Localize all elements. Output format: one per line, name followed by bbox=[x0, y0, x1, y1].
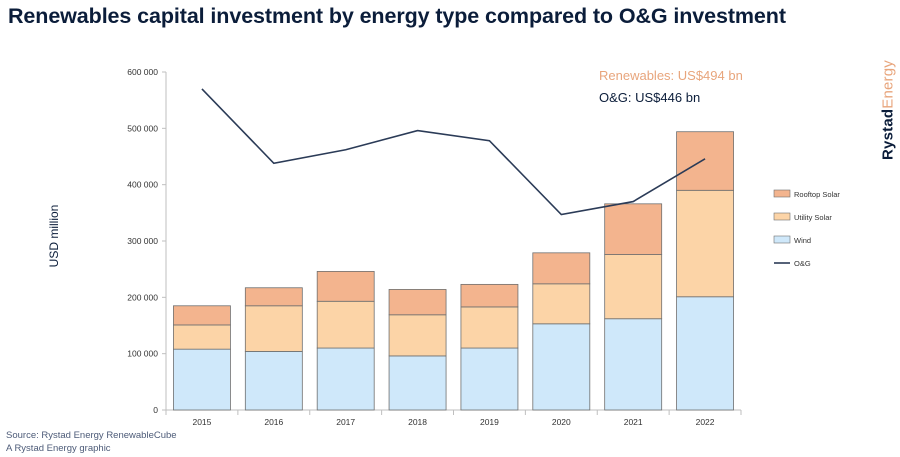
source-line-2: A Rystad Energy graphic bbox=[6, 442, 111, 454]
bar-rooftop-solar bbox=[532, 252, 591, 285]
y-tick-label: 600 000 bbox=[127, 67, 158, 77]
y-tick-label: 200 000 bbox=[127, 292, 158, 302]
y-tick-label: 400 000 bbox=[127, 180, 158, 190]
bar-wind bbox=[676, 296, 734, 411]
og-line bbox=[201, 88, 706, 216]
bar-rooftop-solar bbox=[388, 289, 447, 316]
x-tick-label: 2021 bbox=[624, 417, 643, 427]
x-tick-label: 2016 bbox=[264, 417, 283, 427]
x-tick-label: 2018 bbox=[408, 417, 427, 427]
bar-wind bbox=[388, 355, 447, 411]
chart-title: Renewables capital investment by energy … bbox=[8, 4, 786, 28]
bar-utility-solar bbox=[244, 305, 303, 352]
bar-wind bbox=[316, 347, 375, 411]
y-tick-label: 0 bbox=[153, 405, 158, 415]
y-tick-label: 100 000 bbox=[127, 349, 158, 359]
bar-wind bbox=[244, 351, 303, 411]
bar-utility-solar bbox=[604, 254, 663, 320]
bar-rooftop-solar bbox=[244, 287, 303, 307]
og-total-annotation: O&G: US$446 bn bbox=[599, 90, 701, 105]
y-tick-label: 300 000 bbox=[127, 236, 158, 246]
bar-wind bbox=[604, 318, 663, 411]
renewables-total-annotation: Renewables: US$494 bn bbox=[599, 68, 743, 83]
y-tick-label: 500 000 bbox=[127, 123, 158, 133]
x-tick-label: 2017 bbox=[336, 417, 355, 427]
bar-utility-solar bbox=[173, 324, 231, 350]
x-tick-label: 2019 bbox=[480, 417, 499, 427]
legend-rooftop-solar-label: Rooftop Solar bbox=[794, 190, 840, 199]
x-tick-label: 2015 bbox=[192, 417, 211, 427]
bar-rooftop-solar bbox=[173, 305, 231, 326]
bar-utility-solar bbox=[676, 189, 734, 298]
bar-utility-solar bbox=[532, 283, 591, 325]
x-tick-label: 2020 bbox=[552, 417, 571, 427]
bar-rooftop-solar bbox=[676, 131, 734, 191]
legend-rooftop-solar-swatch bbox=[773, 189, 791, 198]
source-note: Source: Rystad Energy RenewableCube A Ry… bbox=[6, 430, 177, 455]
bar-wind bbox=[173, 348, 231, 411]
bar-utility-solar bbox=[460, 306, 519, 349]
legend-og-label: O&G bbox=[794, 259, 811, 268]
bar-rooftop-solar bbox=[316, 271, 375, 302]
bar-wind bbox=[532, 323, 591, 411]
bar-wind bbox=[460, 347, 519, 411]
legend-wind-label: Wind bbox=[794, 236, 811, 245]
legend-wind-swatch bbox=[773, 235, 791, 244]
bar-rooftop-solar bbox=[460, 283, 519, 308]
bar-rooftop-solar bbox=[604, 203, 663, 255]
legend-utility-solar-swatch bbox=[773, 212, 791, 221]
legend-utility-solar-label: Utility Solar bbox=[794, 213, 832, 222]
bar-utility-solar bbox=[316, 300, 375, 349]
source-line-1: Source: Rystad Energy RenewableCube bbox=[6, 430, 177, 441]
bar-utility-solar bbox=[388, 314, 447, 357]
x-tick-label: 2022 bbox=[696, 417, 715, 427]
